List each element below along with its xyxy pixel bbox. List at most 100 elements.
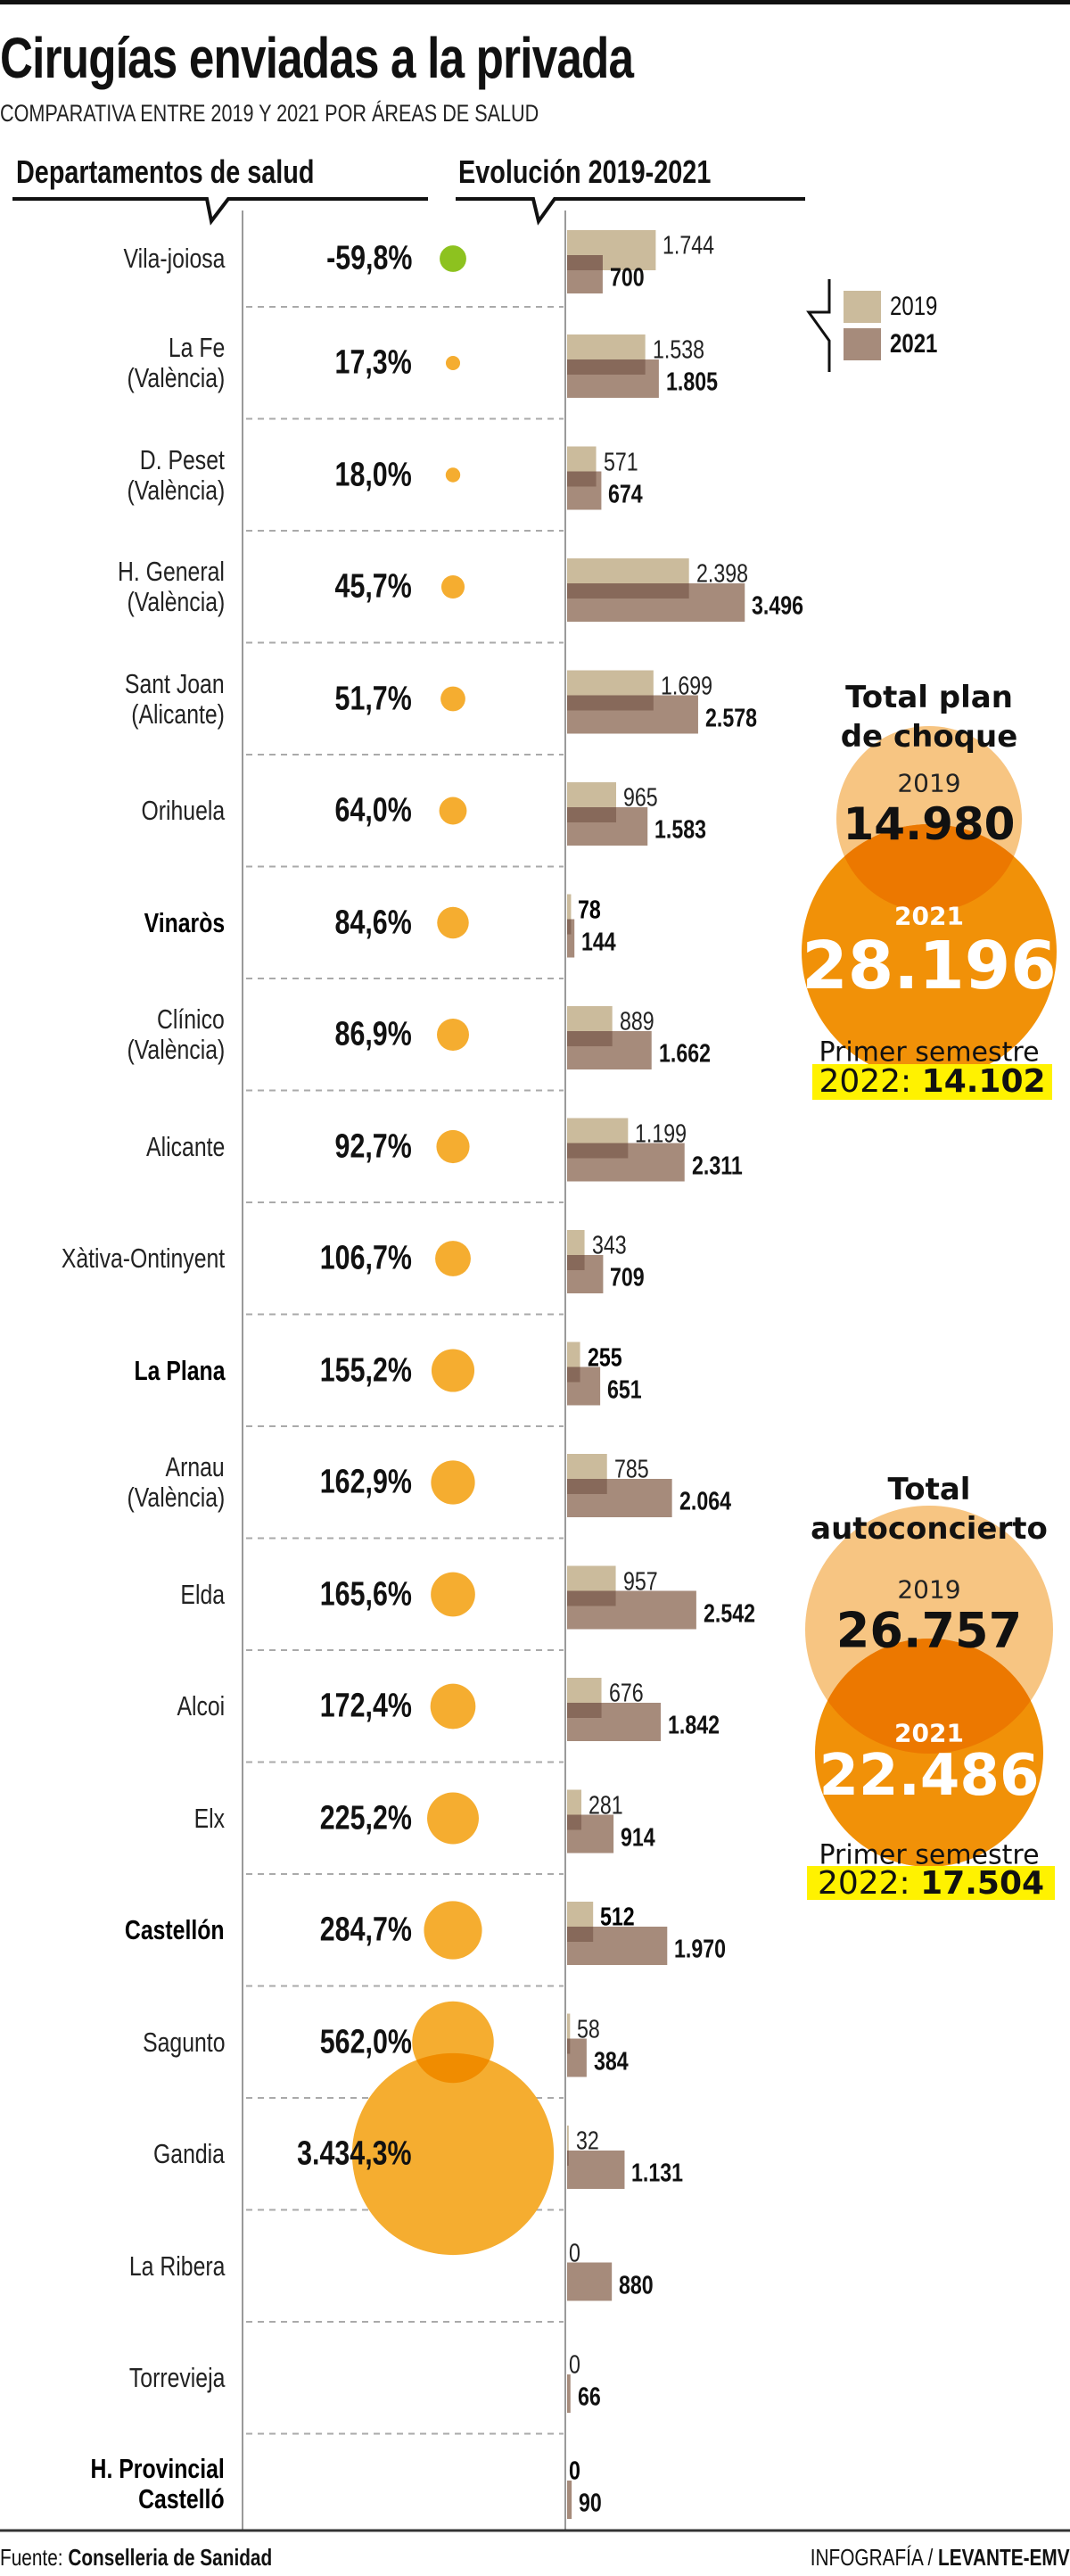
column-header-departments-text: Departamentos de salud: [16, 153, 315, 190]
change-percent: 45,7%: [0, 568, 412, 607]
value-label-2019: 0: [569, 2457, 583, 2487]
change-dot: [437, 1019, 469, 1051]
change-percent-text: 284,7%: [319, 1911, 412, 1949]
value-label-2021: 880: [619, 2271, 662, 2300]
department-name-text: (València): [127, 586, 225, 617]
change-percent-text: 51,7%: [334, 680, 412, 717]
column-header-departments: Departamentos de salud: [16, 153, 389, 191]
department-name-line: Elx: [0, 1803, 225, 1834]
value-label-2021: 651: [607, 1375, 650, 1405]
department-name-line: Castelló: [0, 2484, 225, 2514]
change-percent-text: 17,3%: [334, 343, 412, 382]
change-percent-text: 562,0%: [319, 2023, 412, 2060]
bar-2019: [567, 894, 572, 935]
credit-label: INFOGRAFÍA /: [811, 2544, 934, 2571]
value-label-2021-text: 66: [577, 2382, 601, 2412]
value-label-2019: 78: [578, 896, 606, 925]
totals-title-line: de choque: [785, 717, 1070, 756]
legend-label-2021: 2021: [890, 329, 938, 359]
change-dot: [427, 1792, 479, 1845]
change-dot: [431, 1460, 475, 1505]
value-label-2021-text: 384: [593, 2047, 629, 2076]
change-percent-text: 45,7%: [334, 567, 412, 606]
value-label-2021: 90: [579, 2489, 607, 2519]
source-label: Fuente:: [0, 2544, 63, 2571]
bar-overlap: [567, 1366, 580, 1383]
department-name-text: Orihuela: [141, 795, 225, 826]
infographic-credit: INFOGRAFÍA / LEVANTE-EMV: [745, 2544, 1070, 2572]
department-name: Clínico (València): [0, 1004, 225, 1065]
department-name-line: (València): [0, 475, 225, 506]
value-label-2021: 144: [581, 928, 624, 957]
bar-2019: [567, 2013, 571, 2054]
value-label-2019-text: 281: [588, 1791, 623, 1820]
legend-bracket: [806, 279, 831, 372]
semester-label-box: Primer semestre: [785, 1037, 1070, 1069]
value-label-2019-text: 785: [613, 1455, 649, 1484]
value-label-2019: 1.744: [663, 232, 728, 261]
totals-title-line: Total: [785, 1470, 1070, 1509]
total-value-2021-box: 22.486: [785, 1743, 1070, 1809]
department-name-text: Vinaròs: [144, 906, 225, 938]
change-percent-text: 64,0%: [334, 791, 412, 830]
header-underline-departments: [12, 197, 428, 226]
value-label-2021-text: 1.970: [674, 1935, 727, 1964]
department-name-line: La Ribera: [0, 2250, 225, 2282]
change-dot: [440, 686, 465, 712]
department-name-line: (València): [0, 1035, 225, 1065]
department-name-text: Sagunto: [142, 2026, 225, 2058]
source-name: Conselleria de Sanidad: [68, 2544, 273, 2571]
department-name-line: Clínico: [0, 1004, 225, 1035]
total-value-2021: 28.196: [802, 928, 1057, 1004]
department-name: Vila-joiosa: [0, 244, 225, 274]
value-label-2019-text: 0: [569, 2239, 580, 2267]
value-label-2021: 3.496: [752, 592, 817, 622]
department-name-line: (València): [0, 587, 225, 617]
value-label-2019-text: 889: [619, 1007, 654, 1036]
bar-overlap: [567, 2038, 571, 2054]
value-label-2019-text: 1.699: [660, 672, 712, 700]
value-label-2019: 785: [614, 1456, 657, 1485]
value-label-2019: 1.699: [661, 672, 726, 701]
value-label-2019: 343: [592, 1232, 635, 1261]
change-percent-text: 86,9%: [334, 1015, 412, 1053]
header-underline-evolution: [456, 197, 805, 226]
change-percent: 155,2%: [0, 1351, 412, 1390]
change-percent: 84,6%: [0, 904, 412, 942]
change-dot: [430, 1683, 476, 1730]
change-percent: 172,4%: [0, 1688, 412, 1726]
semester-highlight-box: 2022: 14.102: [812, 1064, 1052, 1100]
department-name-text: La Fe: [168, 332, 225, 363]
total-value-2021: 22.486: [819, 1743, 1040, 1809]
totals-title-text: autoconcierto: [811, 1511, 1048, 1547]
bar-overlap: [567, 1479, 607, 1494]
department-name-text: (València): [127, 1034, 225, 1065]
page-title: Cirugías enviadas a la privada: [0, 25, 792, 91]
value-label-2019-text: 0: [569, 2350, 580, 2380]
change-dot: [445, 355, 461, 371]
value-label-2021-text: 90: [579, 2489, 602, 2518]
value-label-2021: 1.842: [668, 1712, 733, 1741]
department-name: Arnau (València): [0, 1452, 225, 1513]
change-percent-text: 84,6%: [334, 904, 412, 941]
department-name-line: Alicante: [0, 1131, 225, 1162]
total-value-2019: 26.757: [835, 1602, 1023, 1659]
totals-title: Total plan de choque: [785, 678, 1070, 756]
department-name-line: Vila-joiosa: [0, 244, 225, 274]
bar-overlap: [567, 1927, 594, 1942]
value-label-2021: 1.131: [631, 2159, 696, 2189]
department-name: Alicante: [0, 1131, 225, 1162]
semester-year: 2022:: [817, 1865, 910, 1902]
total-year-2019: 2019: [897, 768, 961, 798]
semester-label: Primer semestre: [819, 1839, 1040, 1871]
value-label-2019-text: 676: [608, 1679, 644, 1708]
department-name: D. Peset (València): [0, 444, 225, 506]
department-name-line: Vinaròs: [0, 906, 225, 938]
page-subtitle: COMPARATIVA ENTRE 2019 Y 2021 POR ÁREAS …: [0, 100, 673, 128]
top-rule: [0, 0, 1070, 4]
department-name-text: Alcoi: [177, 1690, 225, 1721]
value-label-2021: 1.583: [654, 816, 720, 846]
change-percent: 3.434,3%: [0, 2135, 412, 2174]
department-name-text: Clínico: [157, 1003, 225, 1035]
